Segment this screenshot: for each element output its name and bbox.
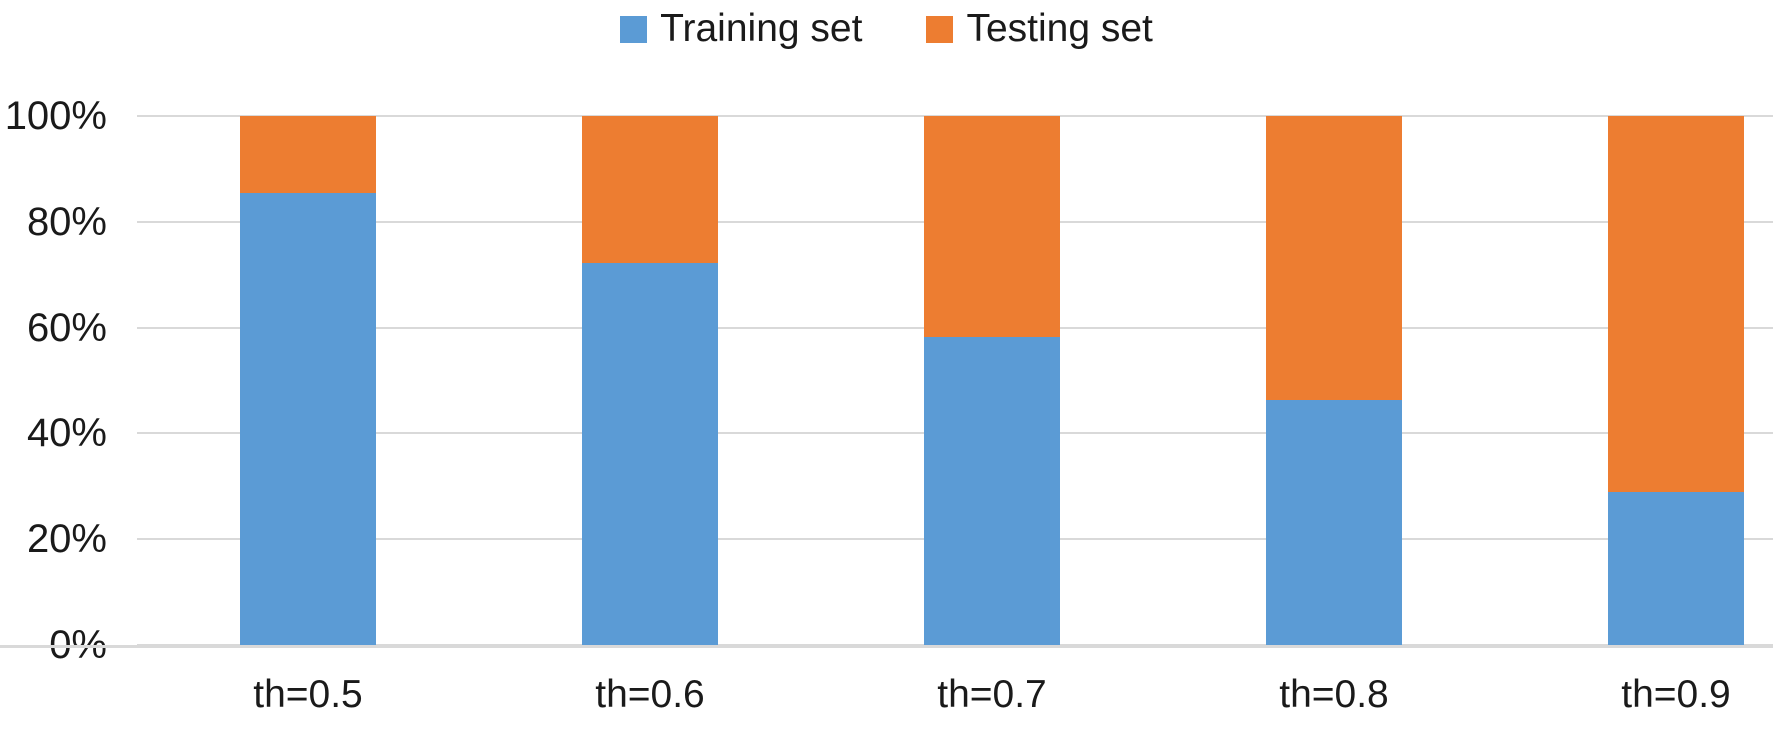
bar-segment-training-set bbox=[1608, 492, 1744, 645]
x-tick-label: th=0.6 bbox=[595, 673, 705, 716]
gridline-100 bbox=[137, 115, 1773, 117]
bar-segment-testing-set bbox=[924, 116, 1060, 337]
bar-segment-testing-set bbox=[240, 116, 376, 193]
x-tick-label: th=0.5 bbox=[253, 673, 363, 716]
legend-swatch-icon bbox=[620, 15, 648, 43]
bar-segment-training-set bbox=[582, 262, 718, 645]
plot-area bbox=[137, 115, 1773, 646]
bar-segment-training-set bbox=[924, 336, 1060, 645]
legend-label: Training set bbox=[660, 7, 863, 50]
legend-item-testing-set: Testing set bbox=[926, 7, 1153, 51]
y-tick-label: 100% bbox=[4, 94, 107, 138]
bar-th=0.9 bbox=[1505, 116, 1773, 645]
bar-th=0.5 bbox=[137, 116, 479, 645]
legend-label: Testing set bbox=[966, 7, 1153, 50]
legend-item-training-set: Training set bbox=[620, 7, 863, 51]
bar-th=0.8 bbox=[1163, 116, 1505, 645]
bar-segment-testing-set bbox=[1608, 116, 1744, 493]
x-axis-line bbox=[0, 645, 1773, 648]
bar-th=0.6 bbox=[479, 116, 821, 645]
legend: Training set Testing set bbox=[0, 7, 1773, 51]
x-tick-label: th=0.9 bbox=[1621, 673, 1731, 716]
bar-segment-testing-set bbox=[1266, 116, 1402, 400]
y-tick-label: 60% bbox=[26, 305, 107, 350]
bar-segment-testing-set bbox=[582, 116, 718, 263]
y-tick-label: 80% bbox=[26, 199, 107, 244]
bar-th=0.7 bbox=[821, 116, 1163, 645]
y-tick-label: 20% bbox=[26, 517, 107, 562]
legend-swatch-icon bbox=[926, 15, 954, 43]
x-tick-label: th=0.8 bbox=[1279, 673, 1389, 716]
bar-segment-training-set bbox=[1266, 399, 1402, 645]
y-tick-label: 40% bbox=[26, 411, 107, 456]
bar-segment-training-set bbox=[240, 192, 376, 645]
x-tick-label: th=0.7 bbox=[937, 673, 1047, 716]
